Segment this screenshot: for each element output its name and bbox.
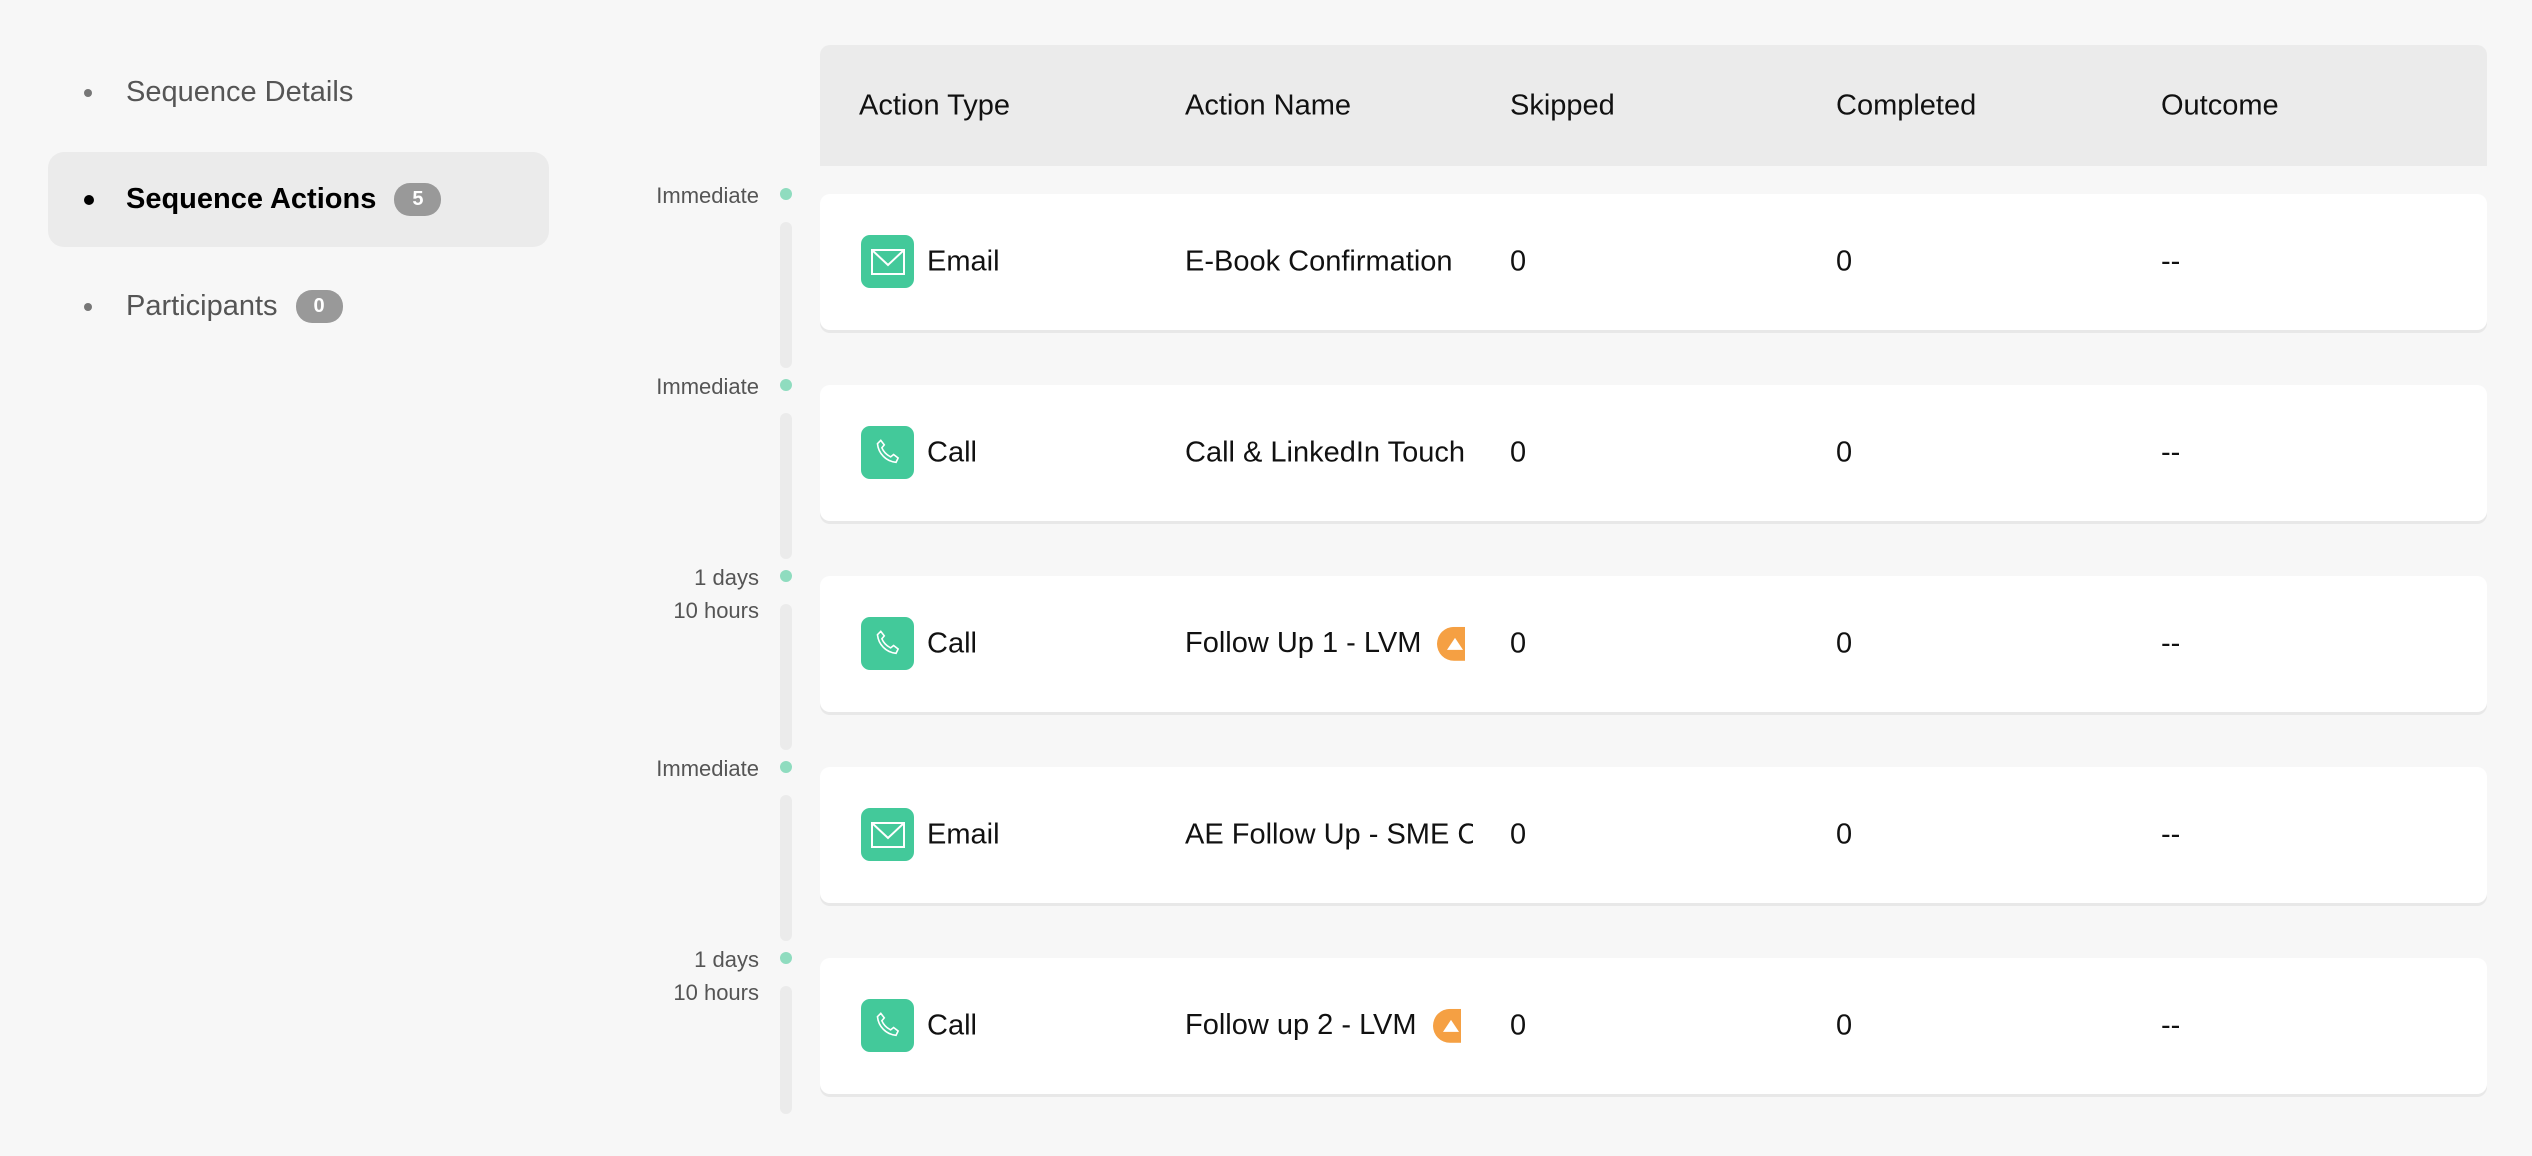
timeline-dot bbox=[780, 761, 792, 773]
delay-label: 10 hours bbox=[673, 980, 759, 1005]
action-row[interactable]: Email AE Follow Up - SME Co 0 0 -- bbox=[820, 767, 2487, 903]
envelope-icon bbox=[861, 235, 914, 288]
action-row[interactable]: Call Follow up 2 - LVM 0 0 -- bbox=[820, 958, 2487, 1094]
sidebar-item-label: Sequence Actions bbox=[126, 183, 377, 215]
timeline-dot bbox=[780, 952, 792, 964]
delay-label: Immediate bbox=[656, 183, 759, 208]
sidebar-item-sequence-actions[interactable]: Sequence Actions 5 bbox=[48, 152, 549, 247]
action-name-cell[interactable]: E-Book Confirmation bbox=[1185, 246, 1473, 279]
action-type: Call bbox=[927, 1009, 977, 1042]
timeline-dot bbox=[780, 570, 792, 582]
delay-label: 1 days bbox=[694, 565, 759, 590]
count-badge: 0 bbox=[295, 290, 343, 323]
completed-count: 0 bbox=[1836, 436, 1853, 469]
completed-count: 0 bbox=[1836, 627, 1853, 660]
phone-icon bbox=[861, 617, 914, 670]
delay-label: 10 hours bbox=[673, 598, 759, 623]
action-type: Call bbox=[927, 436, 977, 469]
bullet-icon bbox=[84, 302, 92, 311]
completed-count: 0 bbox=[1836, 818, 1853, 851]
sidebar-item-sequence-details[interactable]: Sequence Details bbox=[48, 45, 549, 140]
timeline-dot bbox=[780, 379, 792, 391]
action-row[interactable]: Call Follow Up 1 - LVM 0 0 -- bbox=[820, 576, 2487, 712]
action-name-cell[interactable]: Follow up 2 - LVM bbox=[1185, 1008, 1473, 1044]
header-action-name: Action Name bbox=[1185, 89, 1352, 121]
completed-count: 0 bbox=[1836, 245, 1853, 278]
timeline-line bbox=[780, 413, 792, 559]
header-completed: Completed bbox=[1836, 89, 1977, 121]
timeline-line bbox=[780, 986, 792, 1114]
warning-icon bbox=[1437, 627, 1466, 662]
bullet-icon bbox=[84, 194, 94, 205]
skipped-count: 0 bbox=[1510, 818, 1527, 851]
skipped-count: 0 bbox=[1510, 1009, 1527, 1042]
outcome: -- bbox=[2161, 436, 2181, 469]
action-name: Follow Up 1 - LVM bbox=[1185, 626, 1422, 659]
action-name-cell[interactable]: AE Follow Up - SME Co bbox=[1185, 819, 1473, 852]
warning-icon bbox=[1432, 1009, 1461, 1044]
sidebar-item-label: Sequence Details bbox=[126, 76, 354, 108]
phone-icon bbox=[861, 426, 914, 479]
count-badge: 5 bbox=[394, 183, 442, 216]
completed-count: 0 bbox=[1836, 1009, 1853, 1042]
sidebar-item-participants[interactable]: Participants 0 bbox=[48, 259, 549, 354]
action-name-cell[interactable]: Call & LinkedIn Touch bbox=[1185, 437, 1473, 470]
table-header: Action Type Action Name Skipped Complete… bbox=[820, 45, 2487, 166]
action-type: Email bbox=[927, 818, 1000, 851]
action-name: Follow up 2 - LVM bbox=[1185, 1008, 1417, 1041]
outcome: -- bbox=[2161, 1009, 2181, 1042]
action-row[interactable]: Call Call & LinkedIn Touch 0 0 -- bbox=[820, 385, 2487, 521]
skipped-count: 0 bbox=[1510, 436, 1527, 469]
skipped-count: 0 bbox=[1510, 245, 1527, 278]
outcome: -- bbox=[2161, 627, 2181, 660]
bullet-icon bbox=[84, 88, 92, 97]
timeline-line bbox=[780, 795, 792, 941]
skipped-count: 0 bbox=[1510, 627, 1527, 660]
action-row[interactable]: Email E-Book Confirmation 0 0 -- bbox=[820, 194, 2487, 330]
phone-icon bbox=[861, 999, 914, 1052]
action-type: Email bbox=[927, 245, 1000, 278]
action-name: AE Follow Up - SME Co bbox=[1185, 818, 1473, 851]
header-outcome: Outcome bbox=[2161, 89, 2279, 121]
timeline-line bbox=[780, 604, 792, 750]
sidebar-item-label: Participants bbox=[126, 290, 278, 322]
outcome: -- bbox=[2161, 818, 2181, 851]
delay-label: Immediate bbox=[656, 374, 759, 399]
timeline-line bbox=[780, 222, 792, 368]
delay-label: 1 days bbox=[694, 947, 759, 972]
timeline-dot bbox=[780, 188, 792, 200]
header-action-type: Action Type bbox=[859, 89, 1011, 121]
action-name: E-Book Confirmation bbox=[1185, 245, 1453, 278]
outcome: -- bbox=[2161, 245, 2181, 278]
header-skipped: Skipped bbox=[1510, 89, 1615, 121]
action-type: Call bbox=[927, 627, 977, 660]
delay-label: Immediate bbox=[656, 756, 759, 781]
action-name: Call & LinkedIn Touch bbox=[1185, 436, 1465, 469]
action-name-cell[interactable]: Follow Up 1 - LVM bbox=[1185, 626, 1473, 662]
envelope-icon bbox=[861, 808, 914, 861]
